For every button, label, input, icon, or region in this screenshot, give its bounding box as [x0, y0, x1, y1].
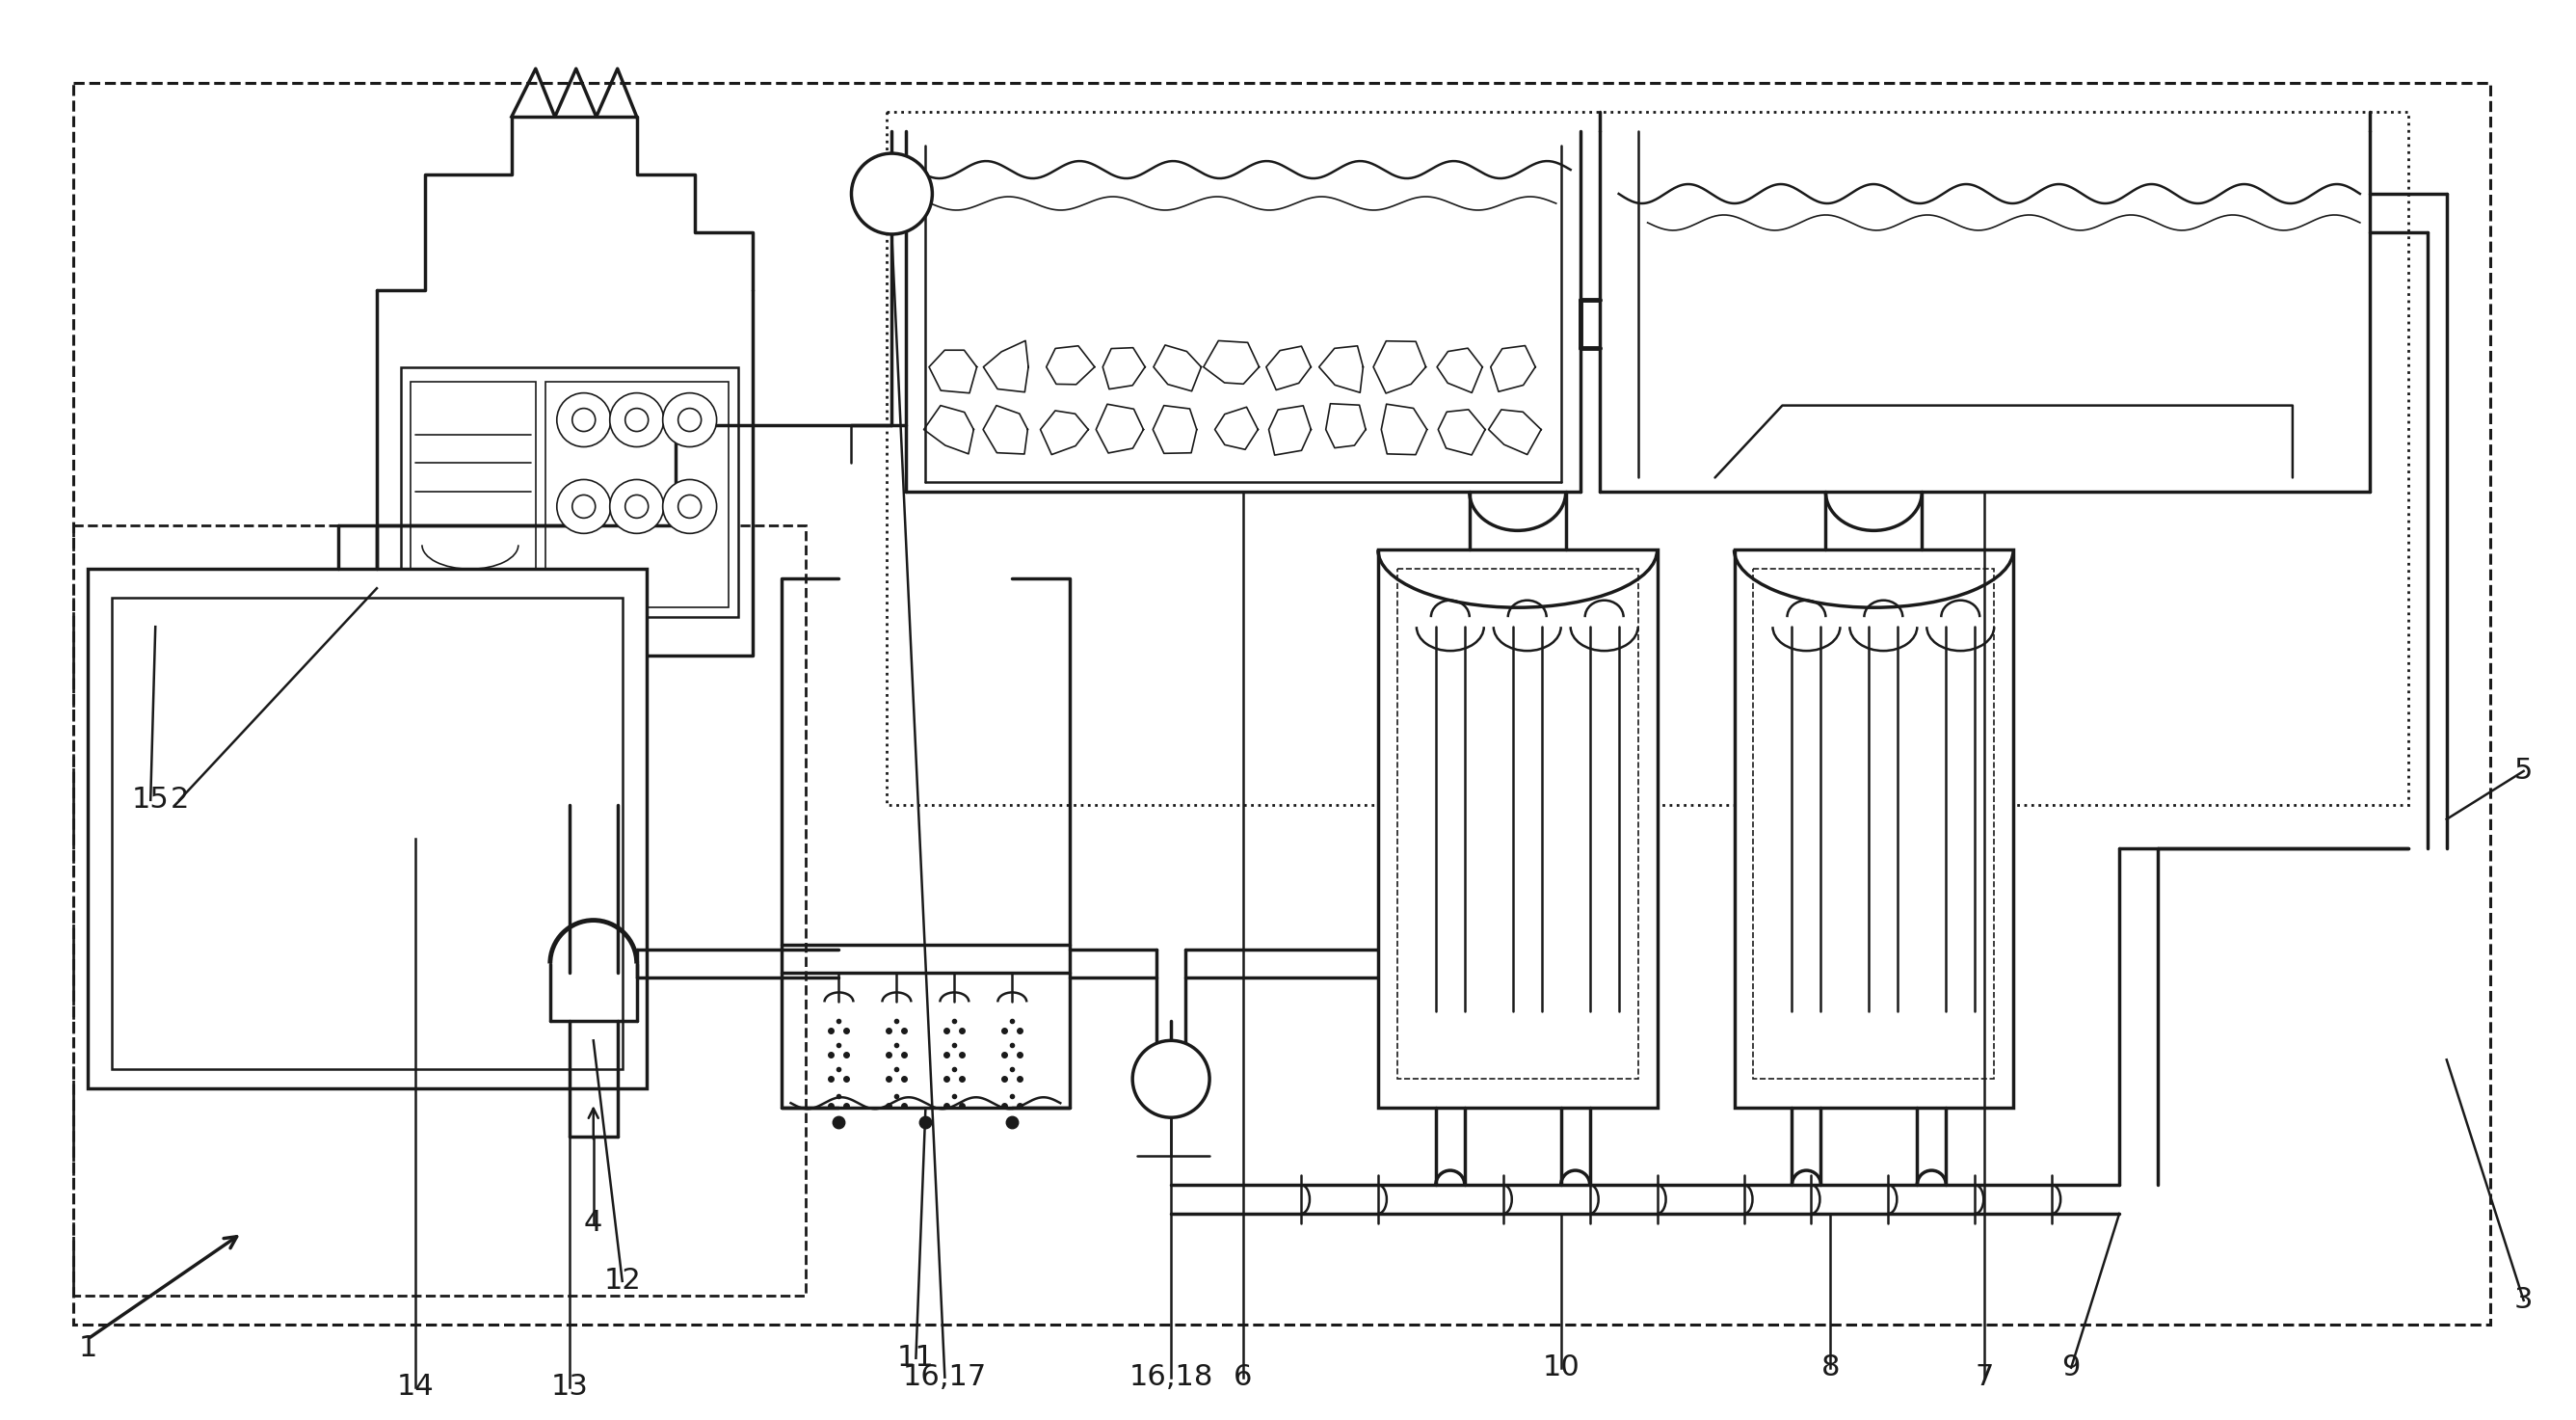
Circle shape [677, 409, 701, 432]
Bar [111, 598, 623, 1069]
Circle shape [611, 393, 665, 447]
Circle shape [662, 393, 716, 447]
Circle shape [556, 480, 611, 534]
Circle shape [572, 496, 595, 518]
Bar [1396, 569, 1638, 1079]
Text: 1: 1 [80, 1335, 98, 1362]
Bar [1378, 550, 1656, 1108]
Bar [1734, 550, 2014, 1108]
Text: 8: 8 [1821, 1353, 1839, 1382]
Text: 5: 5 [2514, 757, 2532, 785]
Bar [1754, 569, 1994, 1079]
Bar [75, 525, 806, 1295]
Bar [886, 112, 2409, 805]
Bar [410, 382, 536, 602]
Circle shape [611, 480, 665, 534]
Text: 3: 3 [2514, 1287, 2532, 1315]
Circle shape [626, 496, 649, 518]
Circle shape [1133, 1041, 1211, 1118]
Text: 12: 12 [603, 1267, 641, 1295]
Text: 4: 4 [585, 1210, 603, 1237]
Circle shape [572, 409, 595, 432]
Bar [88, 569, 647, 1089]
Text: 6: 6 [1234, 1363, 1252, 1392]
Text: 13: 13 [551, 1373, 587, 1402]
Text: 2: 2 [170, 787, 188, 814]
Bar [75, 84, 2491, 1325]
Text: 16,18: 16,18 [1128, 1363, 1213, 1392]
Circle shape [556, 393, 611, 447]
Bar [546, 382, 729, 608]
Text: 10: 10 [1543, 1353, 1579, 1382]
Circle shape [853, 153, 933, 234]
Text: 11: 11 [896, 1345, 935, 1372]
Circle shape [626, 409, 649, 432]
Text: 9: 9 [2061, 1353, 2081, 1382]
Text: 7: 7 [1976, 1363, 1994, 1392]
Circle shape [677, 496, 701, 518]
Bar [402, 366, 737, 618]
Text: 14: 14 [397, 1373, 433, 1402]
Text: 16,17: 16,17 [902, 1363, 987, 1392]
Circle shape [662, 480, 716, 534]
Text: 15: 15 [131, 787, 170, 814]
